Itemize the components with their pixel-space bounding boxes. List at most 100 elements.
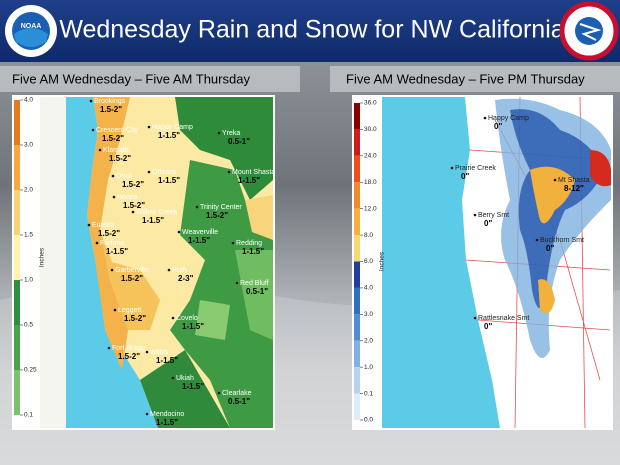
colorbar-label: 0.25: [24, 367, 37, 374]
colorbar-segment: [354, 129, 360, 156]
colorbar-label: 2.0: [24, 187, 33, 194]
place-dot: [145, 350, 149, 354]
colorbar-label: 0.5: [24, 322, 33, 329]
place-name: Rattlesnake Smt: [478, 315, 529, 322]
place-name: Mendocino: [150, 411, 184, 418]
colorbar-segment: [14, 100, 20, 145]
place-dot: [95, 241, 99, 245]
place-dot: [110, 268, 114, 272]
panel-title-bg: [0, 66, 300, 92]
place-name: Crescent City: [96, 127, 139, 134]
place-name: Willits: [150, 349, 169, 356]
place-name: Orick: [116, 173, 133, 180]
colorbar-label: 8.0: [364, 232, 373, 239]
place-name: Ruth: [172, 267, 187, 274]
place-dot: [111, 174, 115, 178]
place-amount: 1-1.5": [142, 216, 164, 225]
place-amount: 1-1.5": [182, 322, 204, 331]
place-amount: 0.5-1": [246, 287, 268, 296]
colorbar-title: Inches: [379, 251, 386, 271]
place-amount: 1-1.5": [238, 176, 260, 185]
place-name: Trinity Center: [200, 204, 242, 211]
place-amount: 1-1.5": [158, 131, 180, 140]
colorbar-label: 3.0: [364, 311, 373, 318]
colorbar-segment: [14, 325, 20, 370]
place-dot: [112, 195, 116, 199]
place-amount: 0": [484, 219, 492, 228]
place-name: Hoopa: [117, 194, 138, 201]
place-amount: 1.5-2": [123, 201, 145, 210]
colorbar-label: 4.0: [24, 97, 33, 104]
place-dot: [171, 376, 175, 380]
place-dot: [231, 241, 235, 245]
place-name: Yreka: [222, 130, 240, 137]
nws-logo: [559, 1, 619, 61]
colorbar-label: 0.0: [364, 417, 373, 424]
colorbar-label: 3.0: [24, 142, 33, 149]
place-dot: [147, 170, 151, 174]
colorbar-segment: [354, 182, 360, 209]
place-name: Happy Camp: [152, 124, 193, 131]
logo-text: NOAA: [21, 23, 42, 30]
colorbar-segment: [14, 370, 20, 415]
colorbar-segment: [354, 235, 360, 262]
panel-title: Five AM Wednesday – Five PM Thursday: [346, 71, 585, 86]
place-amount: 1.5-2": [121, 274, 143, 283]
colorbar-label: 1.0: [364, 364, 373, 371]
colorbar-label: 0.1: [24, 412, 33, 419]
colorbar-segment: [354, 208, 360, 236]
place-amount: 1-1.5": [188, 236, 210, 245]
place-name: Buckhorn Smt: [540, 237, 584, 244]
place-dot: [473, 316, 477, 320]
place-name: Ukiah: [176, 375, 194, 382]
place-name: Covelo: [176, 315, 198, 322]
place-name: Happy Camp: [488, 115, 529, 122]
place-dot: [535, 238, 539, 242]
place-dot: [235, 281, 239, 285]
place-amount: 1-1.5": [156, 418, 178, 427]
rain-map: [12, 95, 275, 430]
place-name: Weaverville: [182, 229, 218, 236]
place-amount: 1.5-2": [124, 314, 146, 323]
place-dot: [217, 131, 221, 135]
colorbar-segment: [354, 393, 360, 420]
title: Wednesday Rain and Snow for NW Californi…: [59, 16, 564, 44]
place-dot: [167, 268, 171, 272]
colorbar-segment: [354, 367, 360, 394]
panel-title-bg: [330, 66, 620, 92]
place-dot: [450, 166, 454, 170]
colorbar-segment: [354, 103, 360, 130]
place-amount: 1.5-2": [102, 134, 124, 143]
place-amount: 1.5-2": [98, 229, 120, 238]
place-amount: 1-1.5": [156, 356, 178, 365]
colorbar-segment: [354, 314, 360, 341]
place-dot: [483, 116, 487, 120]
place-dot: [553, 178, 557, 182]
place-dot: [113, 308, 117, 312]
place-dot: [147, 125, 151, 129]
place-amount: 0": [461, 172, 469, 181]
place-amount: 1.5-2": [206, 211, 228, 220]
colorbar-segment: [354, 287, 360, 315]
colorbar-label: 30.0: [364, 126, 377, 133]
place-name: Leggett: [118, 307, 141, 314]
colorbar-label: 24.0: [364, 153, 377, 160]
place-name: Red Bluff: [240, 280, 269, 287]
place-amount: 0.5-1": [228, 137, 250, 146]
place-amount: 0": [484, 322, 492, 331]
place-dot: [227, 170, 231, 174]
place-name: Garberville: [115, 267, 149, 274]
place-name: Mt Shasta: [558, 177, 590, 184]
place-dot: [91, 128, 95, 132]
place-amount: 2-3": [178, 274, 194, 283]
place-amount: 1.5-2": [100, 105, 122, 114]
colorbar-segment: [14, 190, 20, 235]
place-name: Mount Shasta: [232, 169, 275, 176]
place-dot: [107, 346, 111, 350]
place-name: Klamath: [103, 147, 129, 154]
place-amount: 0.5-1": [228, 397, 250, 406]
place-dot: [145, 412, 149, 416]
place-dot: [171, 316, 175, 320]
colorbar-label: 0.1: [364, 390, 373, 397]
